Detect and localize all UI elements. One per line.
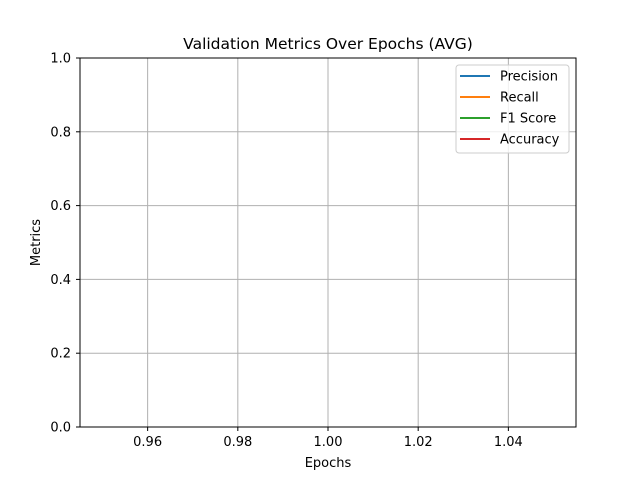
legend-label: Recall bbox=[500, 91, 539, 106]
legend-label: F1 Score bbox=[500, 112, 556, 127]
x-axis-label: Epochs bbox=[305, 456, 352, 471]
y-axis: 0.0 0.2 0.4 0.6 0.8 1.0 bbox=[50, 52, 80, 436]
x-axis: 0.96 0.98 1.00 1.02 1.04 bbox=[133, 427, 523, 450]
y-tick-label: 0.2 bbox=[50, 347, 71, 362]
legend-box bbox=[455, 64, 570, 154]
x-tick-label: 0.98 bbox=[223, 435, 252, 450]
y-tick-label: 0.8 bbox=[50, 125, 71, 140]
chart-title: Validation Metrics Over Epochs (AVG) bbox=[183, 35, 473, 53]
x-tick-label: 1.00 bbox=[314, 435, 343, 450]
legend-label: Precision bbox=[500, 70, 558, 85]
legend: Precision Recall F1 Score Accuracy bbox=[455, 64, 570, 154]
y-tick-label: 0.6 bbox=[50, 199, 71, 214]
x-tick-label: 1.04 bbox=[494, 435, 523, 450]
y-tick-label: 0.4 bbox=[50, 273, 71, 288]
y-tick-label: 0.0 bbox=[50, 421, 71, 436]
x-tick-label: 0.96 bbox=[133, 435, 162, 450]
x-tick-label: 1.02 bbox=[404, 435, 433, 450]
legend-label: Accuracy bbox=[500, 133, 560, 148]
y-axis-label: Metrics bbox=[29, 219, 44, 266]
y-tick-label: 1.0 bbox=[50, 52, 71, 67]
